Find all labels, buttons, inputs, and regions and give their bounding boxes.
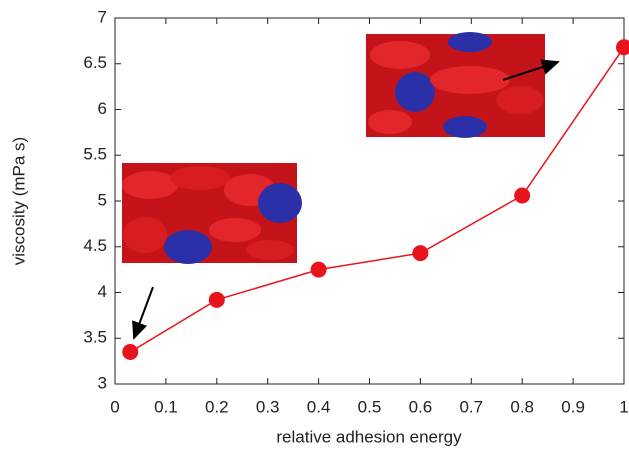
x-tick-label: 0.6: [409, 397, 433, 416]
x-tick-label: 0: [110, 397, 119, 416]
x-tick-label: 0.2: [205, 397, 229, 416]
x-tick-label: 1: [619, 397, 628, 416]
arrow: [134, 287, 153, 338]
y-axis-label: viscosity (mPa s): [9, 137, 28, 265]
inset-image-high-adhesion: [366, 32, 545, 138]
x-tick-label: 0.8: [510, 397, 534, 416]
y-tick-label: 4.5: [83, 236, 107, 255]
x-tick-label: 0.7: [459, 397, 483, 416]
marker: [311, 262, 327, 278]
y-tick-label: 3.5: [83, 328, 107, 347]
x-axis-label: relative adhesion energy: [276, 427, 462, 446]
marker: [209, 292, 225, 308]
x-tick-label: 0.9: [561, 397, 585, 416]
chart: relative adhesion energy viscosity (mPa …: [0, 0, 629, 451]
x-tick-label: 0.3: [256, 397, 280, 416]
y-tick-label: 3: [98, 373, 107, 392]
marker: [412, 245, 428, 261]
y-tick-label: 7: [98, 7, 107, 26]
x-tick-label: 0.5: [358, 397, 382, 416]
marker: [616, 39, 629, 55]
y-tick-label: 6: [98, 99, 107, 118]
marker: [122, 344, 138, 360]
y-tick-label: 5: [98, 190, 107, 209]
y-tick-label: 4: [98, 282, 107, 301]
marker: [514, 188, 530, 204]
x-tick-label: 0.4: [307, 397, 331, 416]
inset-image-low-adhesion: [122, 163, 302, 264]
y-tick-label: 6.5: [83, 53, 107, 72]
x-tick-label: 0.1: [154, 397, 178, 416]
y-tick-label: 5.5: [83, 145, 107, 164]
